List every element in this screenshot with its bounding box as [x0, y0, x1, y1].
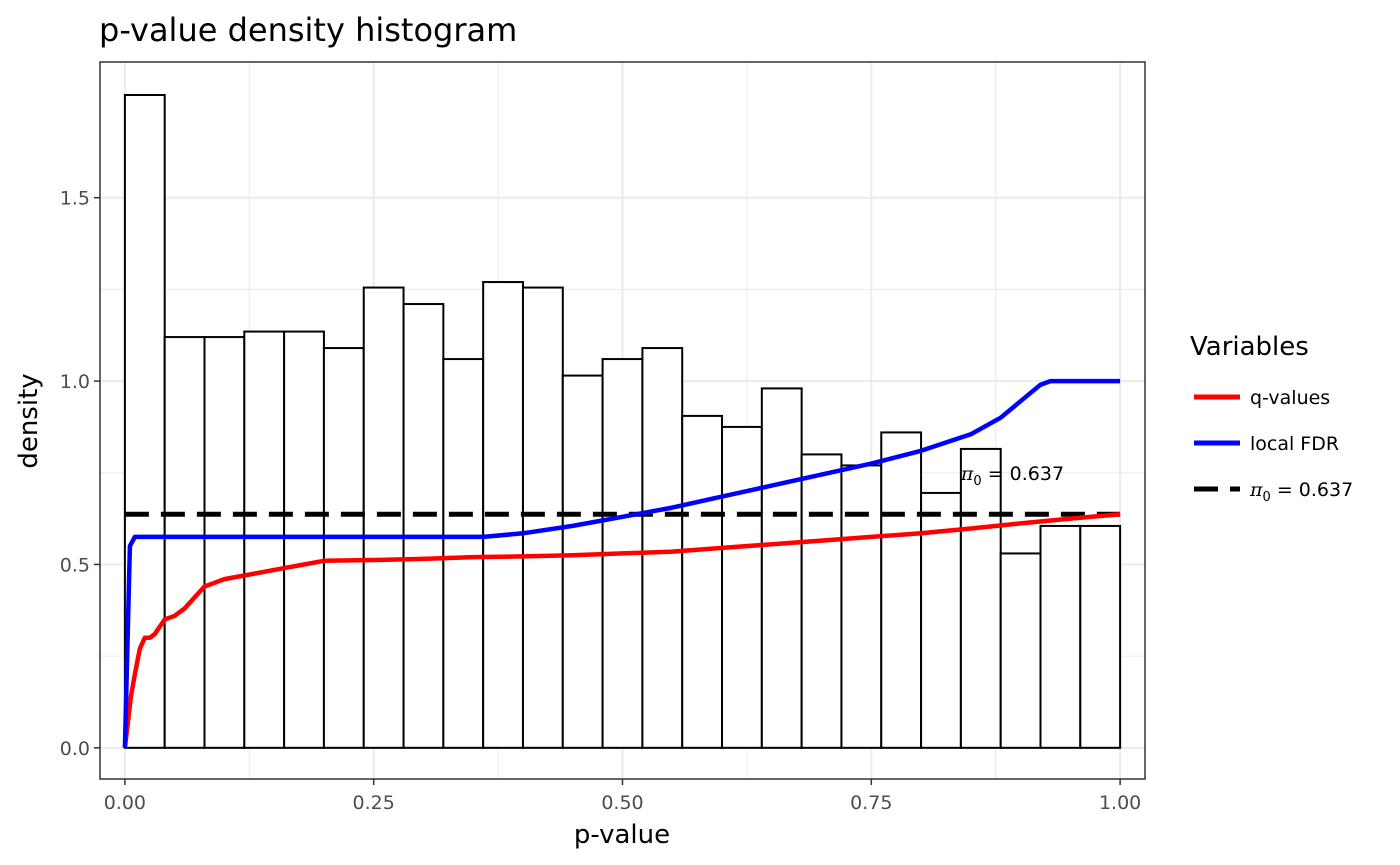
legend-label: π0 = 0.637 — [1249, 479, 1353, 505]
histogram-bar — [681, 414, 724, 749]
x-tick-label: 0.00 — [104, 792, 146, 814]
y-tick-label: 1.5 — [60, 188, 90, 210]
pi-symbol: π — [960, 463, 974, 485]
legend-title: Variables — [1190, 332, 1309, 362]
x-tick-label: 0.50 — [601, 792, 643, 814]
plot-panel: π0 = 0.637 — [99, 61, 1146, 780]
histogram-bar — [123, 94, 166, 749]
legend-pi-text: = 0.637 — [1271, 479, 1353, 501]
histogram-bar — [362, 286, 405, 749]
histogram-bar — [800, 453, 843, 749]
x-tick-label: 0.25 — [353, 792, 395, 814]
histogram-bar — [322, 347, 365, 749]
histogram-bar — [243, 330, 286, 749]
histogram-bar — [561, 374, 604, 749]
histogram-bar — [840, 464, 883, 749]
legend: Variables q-values local FDR π0 = 0.637 — [1190, 332, 1353, 505]
histogram-bar — [1039, 524, 1082, 749]
histogram-bar — [283, 330, 325, 749]
pi-subscript: 0 — [973, 474, 981, 489]
legend-label: q-values — [1250, 387, 1330, 409]
histogram-bar — [1079, 524, 1122, 749]
legend-label: local FDR — [1250, 433, 1339, 455]
histogram-bars — [123, 94, 1122, 749]
x-axis-label: p-value — [574, 820, 670, 850]
histogram-bar — [920, 491, 962, 749]
histogram-bar — [880, 431, 923, 749]
legend-pi-symbol: π — [1249, 479, 1263, 501]
local-fdr-line — [122, 378, 1121, 748]
histogram-bar — [442, 358, 485, 749]
axes: 0.00 0.25 0.50 0.75 1.00 0.0 0.5 1.0 1.5 — [60, 188, 1141, 814]
y-tick-label: 1.0 — [60, 371, 90, 393]
histogram-bar — [203, 336, 246, 749]
histogram-bar — [721, 425, 763, 749]
histogram-bar — [760, 387, 803, 749]
y-tick-label: 0.0 — [60, 738, 90, 760]
pi0-annotation: π0 = 0.637 — [960, 463, 1064, 489]
histogram-bar — [999, 552, 1042, 749]
histogram-bar — [959, 447, 1002, 749]
histogram-bar — [521, 286, 564, 749]
x-tick-label: 0.75 — [850, 792, 892, 814]
pi-value-text: = 0.637 — [982, 463, 1064, 485]
histogram-bar — [163, 336, 206, 749]
chart-title: p-value density histogram — [99, 11, 517, 49]
y-tick-label: 0.5 — [60, 554, 90, 576]
q-values-line — [122, 511, 1121, 749]
histogram-bar — [402, 303, 445, 749]
histogram-bar — [641, 347, 684, 749]
y-axis-label: density — [14, 373, 44, 468]
legend-pi-subscript: 0 — [1263, 490, 1271, 505]
x-tick-label: 1.00 — [1099, 792, 1141, 814]
